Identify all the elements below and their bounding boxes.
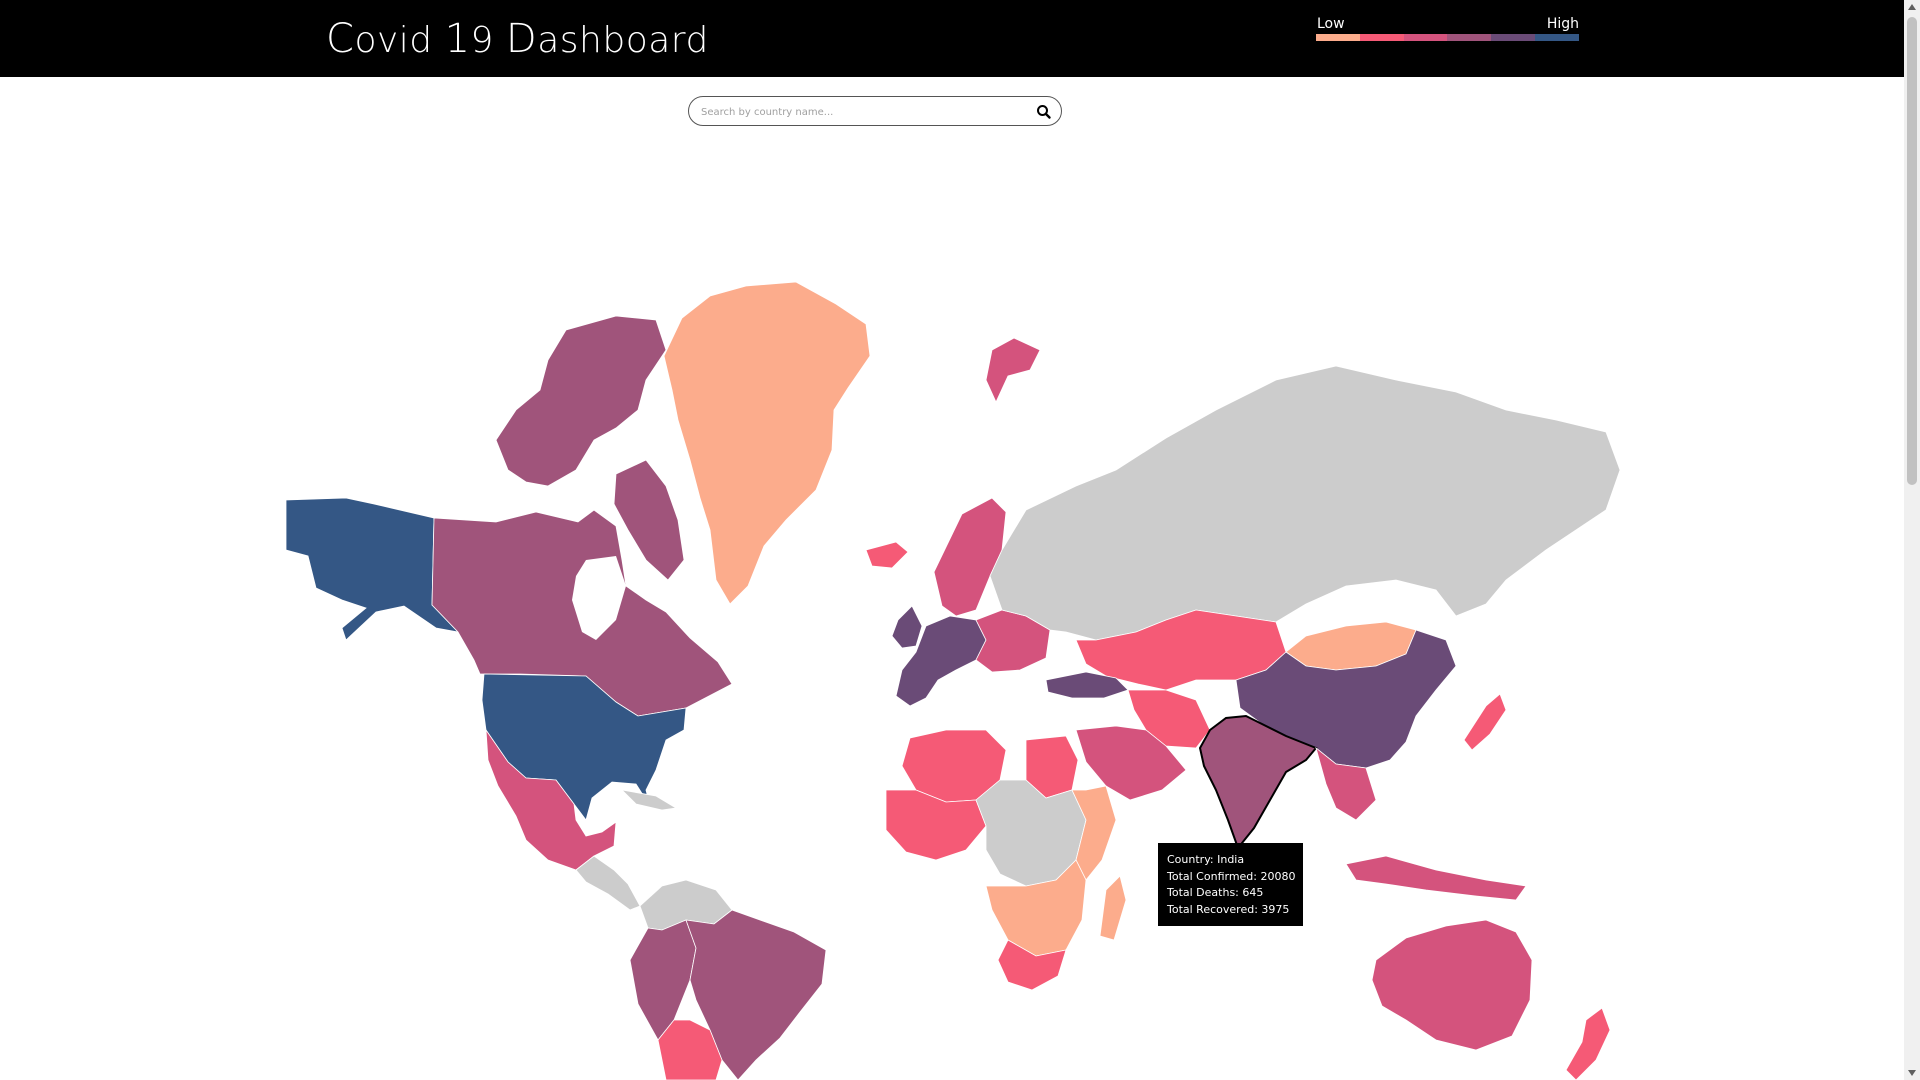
country-peru[interactable] — [629, 919, 697, 1041]
legend-color-scale — [1316, 34, 1579, 41]
country-indonesia[interactable] — [1345, 855, 1527, 901]
country-greenland[interactable] — [663, 281, 871, 605]
country-svalbard[interactable] — [985, 337, 1041, 403]
country-russia[interactable] — [989, 365, 1620, 641]
country-new-zealand[interactable] — [1565, 1007, 1611, 1080]
legend-swatch — [1403, 34, 1448, 41]
color-legend: Low High — [1316, 16, 1579, 46]
country-canada-arctic[interactable] — [495, 315, 667, 487]
hudson-bay — [572, 556, 626, 640]
tooltip-country: Country: India — [1167, 853, 1245, 866]
country-se-asia[interactable] — [1315, 746, 1377, 821]
country-madagascar[interactable] — [1099, 875, 1127, 941]
country-central-america[interactable] — [575, 855, 641, 911]
country-india[interactable] — [1198, 714, 1318, 851]
tooltip-recovered: Total Recovered: 3975 — [1167, 902, 1290, 916]
country-canada-baffin[interactable] — [613, 459, 685, 581]
country-iran[interactable] — [1127, 689, 1211, 749]
country-south-africa[interactable] — [997, 939, 1067, 991]
scroll-down-icon[interactable] — [1908, 1070, 1916, 1076]
country-scandinavia[interactable] — [933, 497, 1007, 617]
country-uk[interactable] — [891, 605, 923, 649]
country-iceland[interactable] — [865, 541, 909, 569]
tooltip-deaths: Total Deaths: 645 — [1167, 886, 1264, 899]
page-scrollbar[interactable] — [1904, 0, 1920, 1080]
country-brazil[interactable] — [685, 909, 827, 1080]
search-input[interactable] — [699, 101, 1023, 123]
tooltip-confirmed: Total Confirmed: 20080 — [1167, 869, 1296, 883]
search-icon[interactable] — [1035, 103, 1053, 121]
country-japan[interactable] — [1463, 693, 1507, 751]
country-west-africa[interactable] — [885, 789, 987, 861]
country-saudi-arabia[interactable] — [1075, 725, 1187, 801]
country-southern-africa[interactable] — [985, 859, 1087, 957]
country-alaska[interactable] — [286, 497, 460, 641]
country-turkey[interactable] — [1045, 671, 1129, 699]
country-mexico[interactable] — [485, 728, 617, 871]
legend-low-label: Low — [1317, 16, 1345, 32]
world-map[interactable] — [286, 260, 1620, 1080]
country-cuba[interactable] — [620, 789, 678, 811]
legend-swatch — [1316, 34, 1360, 41]
search-box — [688, 96, 1062, 126]
scroll-up-icon[interactable] — [1908, 4, 1916, 10]
scrollbar-thumb[interactable] — [1907, 17, 1917, 485]
country-australia[interactable] — [1371, 919, 1533, 1051]
country-east-africa[interactable] — [1071, 785, 1117, 881]
legend-swatch — [1535, 34, 1579, 41]
country-argentina[interactable] — [657, 1019, 723, 1080]
country-tooltip: Country: India Total Confirmed: 20080 To… — [1158, 843, 1303, 926]
header-bar: Covid 19 Dashboard Low High — [0, 0, 1904, 77]
page-title: Covid 19 Dashboard — [326, 16, 709, 62]
legend-high-label: High — [1546, 16, 1579, 32]
legend-swatch — [1447, 34, 1492, 41]
legend-swatch — [1491, 34, 1536, 41]
legend-swatch — [1359, 34, 1404, 41]
